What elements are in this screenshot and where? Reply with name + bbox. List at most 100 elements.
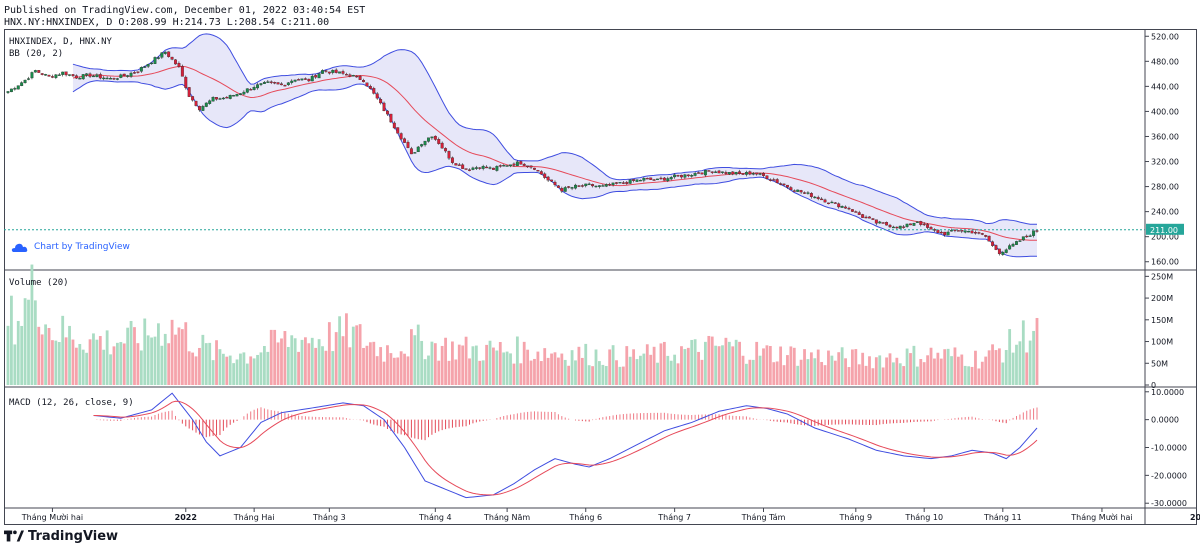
volume-bar bbox=[256, 354, 259, 385]
chart-frame bbox=[4, 29, 1197, 525]
candle bbox=[197, 105, 201, 111]
macd-label[interactable]: MACD (12, 26, close, 9) bbox=[9, 398, 134, 408]
volume-bar bbox=[451, 341, 454, 385]
volume-bar bbox=[321, 346, 324, 385]
candle bbox=[751, 173, 755, 175]
volume-bar bbox=[239, 353, 242, 385]
candle bbox=[170, 56, 174, 60]
candle bbox=[659, 177, 663, 180]
candle bbox=[362, 79, 365, 83]
symbol-title: HNXINDEX, D, HNX.NY bbox=[9, 37, 113, 47]
candle bbox=[146, 64, 150, 67]
volume-bar bbox=[1025, 352, 1029, 385]
volume-bar bbox=[355, 325, 359, 385]
volume-bar bbox=[273, 329, 277, 385]
candle bbox=[963, 230, 967, 233]
candle bbox=[820, 198, 824, 201]
candle bbox=[1025, 235, 1029, 238]
footer-brand[interactable]: TradingView bbox=[4, 527, 118, 545]
volume-bar bbox=[358, 324, 362, 385]
volume-bar bbox=[474, 345, 478, 385]
volume-bar bbox=[95, 339, 99, 385]
candle bbox=[864, 216, 868, 219]
candle bbox=[259, 83, 263, 85]
volume-tick-label: 200M bbox=[1151, 294, 1173, 303]
volume-bar bbox=[488, 340, 492, 385]
candle bbox=[300, 78, 304, 81]
volume-bar bbox=[847, 367, 851, 385]
candle bbox=[112, 78, 116, 80]
volume-bar bbox=[334, 332, 338, 385]
volume-bar bbox=[351, 326, 355, 385]
volume-bar bbox=[820, 361, 824, 385]
volume-bar bbox=[745, 363, 748, 385]
volume-bar bbox=[139, 350, 143, 385]
candle bbox=[317, 73, 321, 79]
volume-bar bbox=[693, 339, 697, 385]
candle bbox=[741, 173, 745, 175]
volume-bar bbox=[902, 366, 906, 385]
candle bbox=[331, 70, 335, 73]
volume-bar bbox=[1001, 362, 1005, 385]
candle bbox=[280, 83, 283, 86]
volume-bar bbox=[420, 340, 424, 385]
volume-bar bbox=[444, 337, 447, 385]
price-tick-label: 240.00 bbox=[1151, 208, 1179, 217]
volume-bar bbox=[266, 351, 270, 385]
volume-bar bbox=[509, 353, 512, 385]
chart-by-tradingview-badge[interactable]: Chart by TradingView bbox=[10, 241, 130, 253]
volume-bar bbox=[529, 360, 533, 385]
candle bbox=[560, 188, 564, 192]
volume-bar bbox=[427, 355, 430, 385]
candle bbox=[539, 171, 543, 175]
volume-bar bbox=[280, 338, 283, 385]
time-tick-label: Tháng Mười hai bbox=[21, 512, 83, 522]
candle bbox=[727, 172, 731, 175]
volume-bar bbox=[44, 324, 48, 385]
volume-bar bbox=[20, 325, 24, 385]
bb-label[interactable]: BB (20, 2) bbox=[9, 49, 63, 59]
candle bbox=[290, 80, 294, 83]
candle bbox=[984, 235, 988, 237]
candle bbox=[321, 70, 324, 74]
volume-bar bbox=[464, 336, 468, 385]
candle bbox=[95, 74, 99, 78]
candle bbox=[594, 185, 598, 188]
candle bbox=[857, 212, 861, 215]
candle bbox=[307, 78, 311, 82]
volume-bar bbox=[163, 333, 167, 385]
volume-bar bbox=[905, 348, 909, 385]
volume-bar bbox=[553, 352, 557, 385]
candle bbox=[16, 85, 20, 90]
candle bbox=[785, 184, 789, 188]
volume-bar bbox=[348, 347, 352, 385]
candle bbox=[167, 51, 171, 57]
time-tick-label: Tháng 7 bbox=[657, 513, 691, 522]
candle bbox=[191, 96, 195, 101]
volume-bar bbox=[782, 365, 786, 385]
volume-bar bbox=[987, 350, 991, 385]
volume-bar bbox=[184, 322, 188, 385]
candle bbox=[310, 75, 314, 82]
time-tick-label: Tháng Hai bbox=[233, 513, 275, 522]
volume-bar bbox=[598, 361, 601, 385]
volume-bar bbox=[635, 359, 639, 385]
time-tick-label: Tháng Năm bbox=[483, 513, 530, 522]
volume-bar bbox=[714, 345, 718, 385]
volume-label[interactable]: Volume (20) bbox=[9, 278, 69, 288]
candle bbox=[249, 89, 253, 91]
candle bbox=[768, 179, 772, 181]
candle bbox=[929, 227, 933, 230]
volume-tick-label: 0 bbox=[1151, 381, 1156, 390]
volume-bar bbox=[345, 313, 348, 385]
volume-bar bbox=[786, 355, 789, 385]
candle bbox=[355, 75, 359, 78]
candle bbox=[950, 230, 953, 232]
candle bbox=[792, 190, 796, 192]
candle bbox=[703, 169, 707, 176]
candle bbox=[714, 171, 718, 173]
volume-bar bbox=[314, 347, 318, 385]
volume-bar bbox=[78, 344, 82, 385]
volume-bar bbox=[864, 365, 868, 385]
